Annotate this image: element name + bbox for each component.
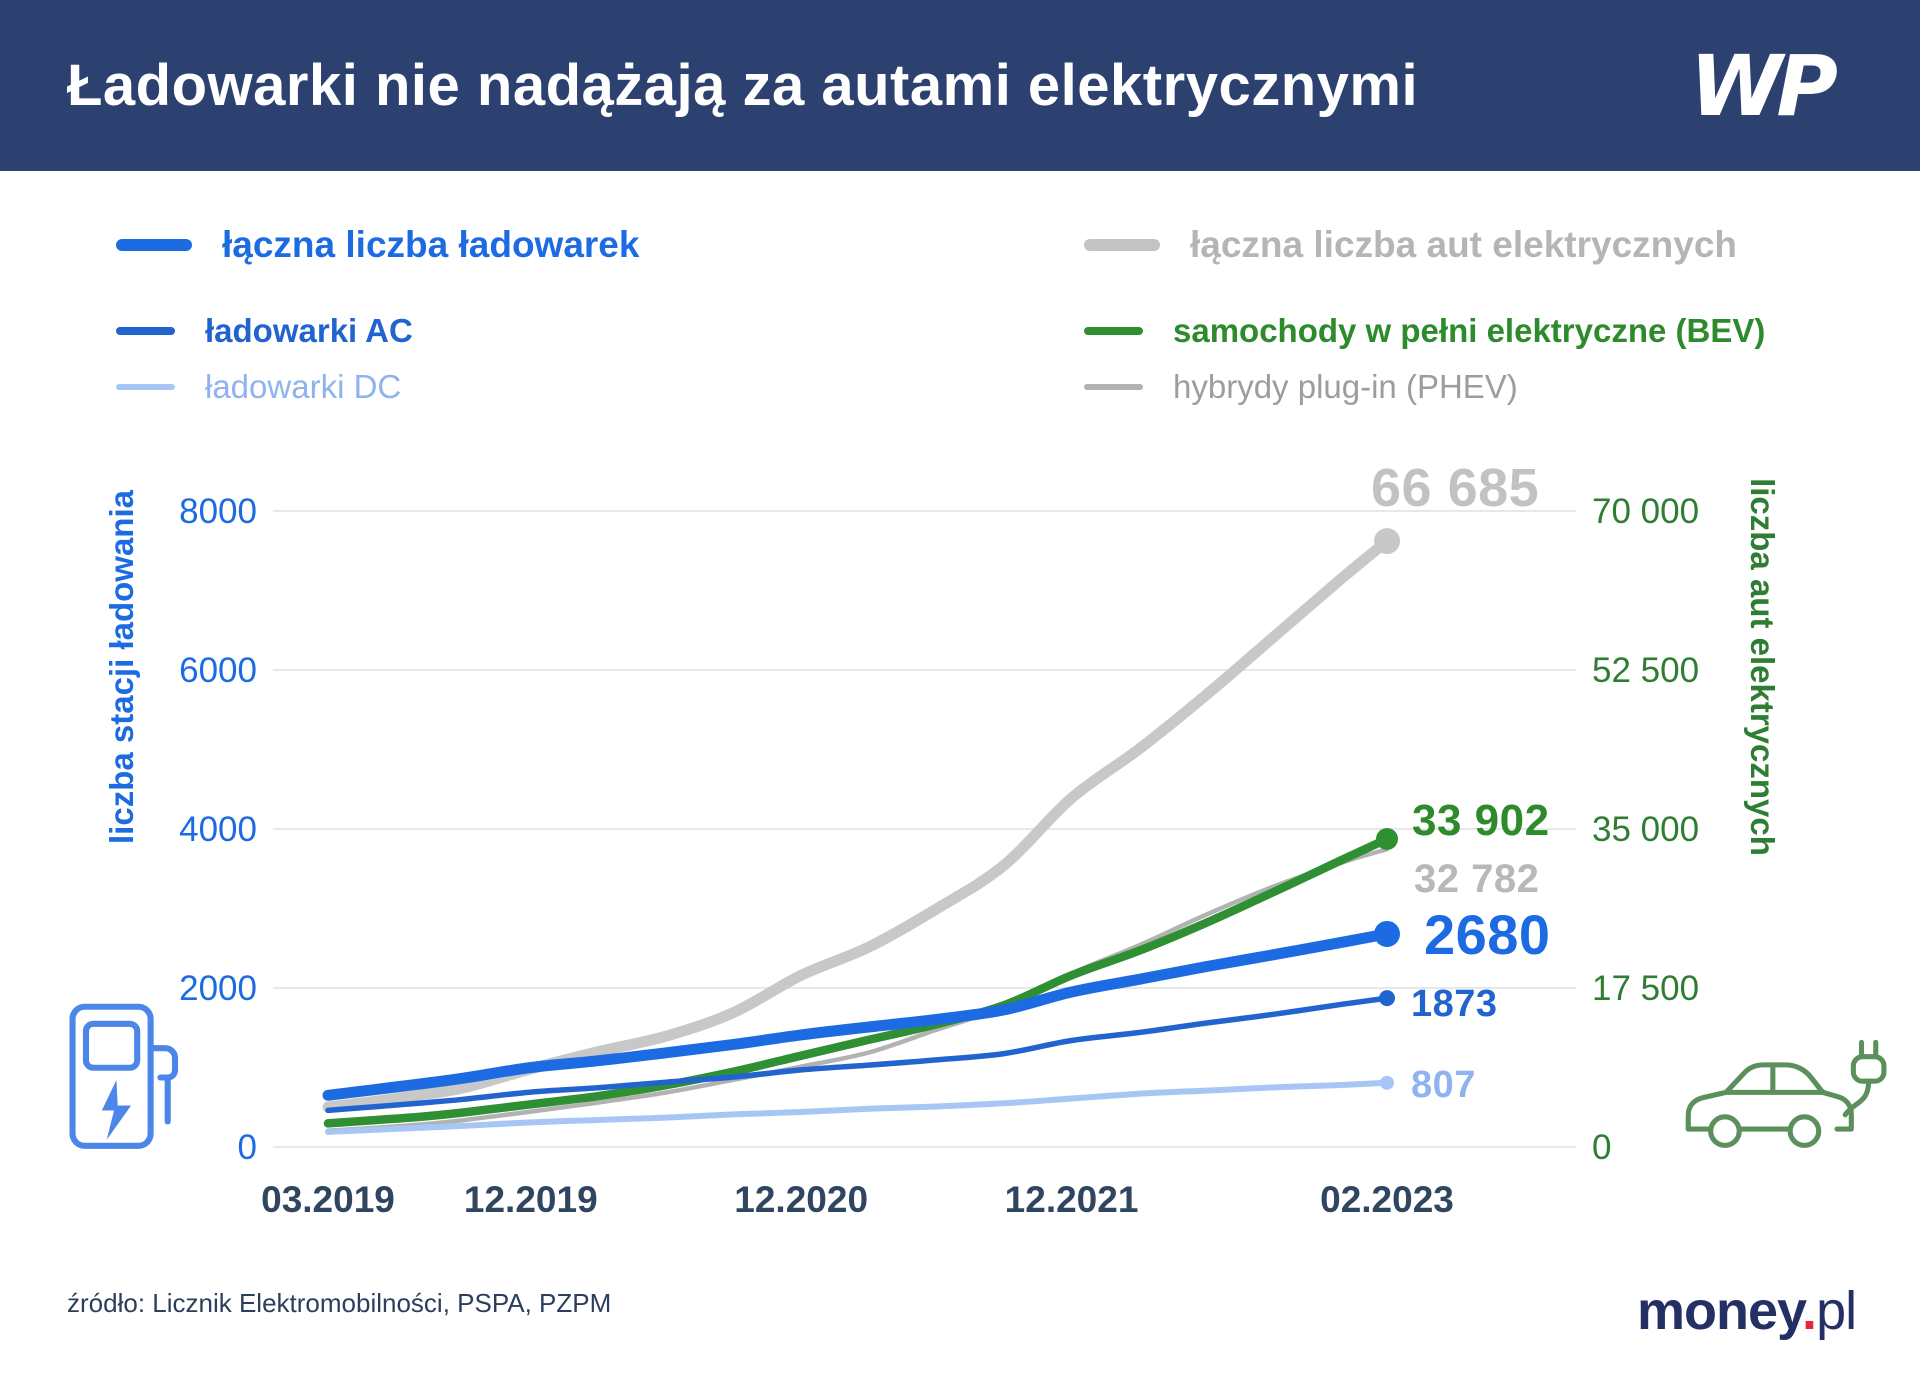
line-swatch-bev-icon	[1084, 327, 1143, 335]
legend-label-phev: hybrydy plug-in (PHEV)	[1173, 368, 1518, 405]
header-bar: Ładowarki nie nadążają za autami elektry…	[0, 0, 1920, 171]
legend-label-chargers-ac: ładowarki AC	[205, 312, 413, 349]
y-right-tick: 0	[1592, 1128, 1611, 1167]
x-tick: 12.2019	[464, 1179, 598, 1220]
line-swatch-total-cars-icon	[1084, 239, 1160, 251]
y-left-tick: 4000	[179, 810, 257, 849]
y-right-tick: 52 500	[1592, 651, 1699, 690]
line-swatch-phev-icon	[1084, 384, 1143, 390]
ev-charging-station-icon	[69, 1003, 179, 1149]
legend-item-bev: samochody w pełni elektryczne (BEV)	[1084, 308, 1765, 354]
legend-label-chargers-dc: ładowarki DC	[205, 368, 402, 405]
series-line-cars_total	[322, 535, 1393, 1113]
series-line-chargers_ac	[325, 995, 1390, 1114]
x-tick: 12.2021	[1005, 1179, 1139, 1220]
legend-item-phev: hybrydy plug-in (PHEV)	[1084, 364, 1518, 410]
series-line-chargers_dc	[325, 1079, 1390, 1135]
x-tick: 03.2019	[261, 1179, 395, 1220]
series-marker-cars_total	[1374, 528, 1400, 555]
series-line-chargers_total	[322, 928, 1393, 1101]
y-left-tick: 2000	[179, 969, 257, 1008]
wp-logo: WP	[1689, 36, 1838, 135]
y-right-tick: 17 500	[1592, 969, 1699, 1008]
legend-label-total-cars: łączna liczba aut elektrycznych	[1190, 224, 1738, 265]
source-note: źródło: Licznik Elektromobilności, PSPA,…	[67, 1288, 612, 1318]
legend-item-chargers-dc: ładowarki DC	[116, 364, 401, 410]
series-marker-chargers_total	[1374, 920, 1400, 947]
series-line-bev	[323, 834, 1392, 1128]
series-marker-bev	[1376, 827, 1398, 850]
y-right-tick: 35 000	[1592, 810, 1699, 849]
y-left-tick: 8000	[179, 492, 257, 531]
x-tick: 02.2023	[1320, 1179, 1454, 1220]
legend-label-total-chargers: łączna liczba ładowarek	[222, 224, 640, 265]
page-title: Ładowarki nie nadążają za autami elektry…	[67, 53, 1419, 118]
moneypl-logo: money.pl	[1637, 1280, 1857, 1342]
y-left-tick: 6000	[179, 651, 257, 690]
y-left-tick: 0	[238, 1128, 257, 1167]
series-marker-chargers_dc	[1380, 1075, 1394, 1090]
series-marker-chargers_ac	[1379, 990, 1395, 1007]
moneypl-logo-dot: .	[1802, 1281, 1817, 1341]
legend-item-chargers-ac: ładowarki AC	[116, 308, 413, 354]
x-tick: 12.2020	[734, 1179, 868, 1220]
legend-item-total-chargers: łączna liczba ładowarek	[116, 222, 639, 268]
line-swatch-total-chargers-icon	[116, 239, 192, 251]
y-right-tick: 70 000	[1592, 492, 1699, 531]
legend-item-total-cars: łączna liczba aut elektrycznych	[1084, 222, 1737, 268]
line-swatch-chargers-dc-icon	[116, 384, 175, 390]
series-line-phev	[325, 846, 1390, 1133]
electric-car-plug-icon	[1685, 1039, 1887, 1148]
moneypl-logo-pl: pl	[1816, 1281, 1857, 1341]
line-swatch-chargers-ac-icon	[116, 327, 175, 335]
legend-label-bev: samochody w pełni elektryczne (BEV)	[1173, 312, 1766, 349]
moneypl-logo-money: money	[1637, 1281, 1803, 1341]
